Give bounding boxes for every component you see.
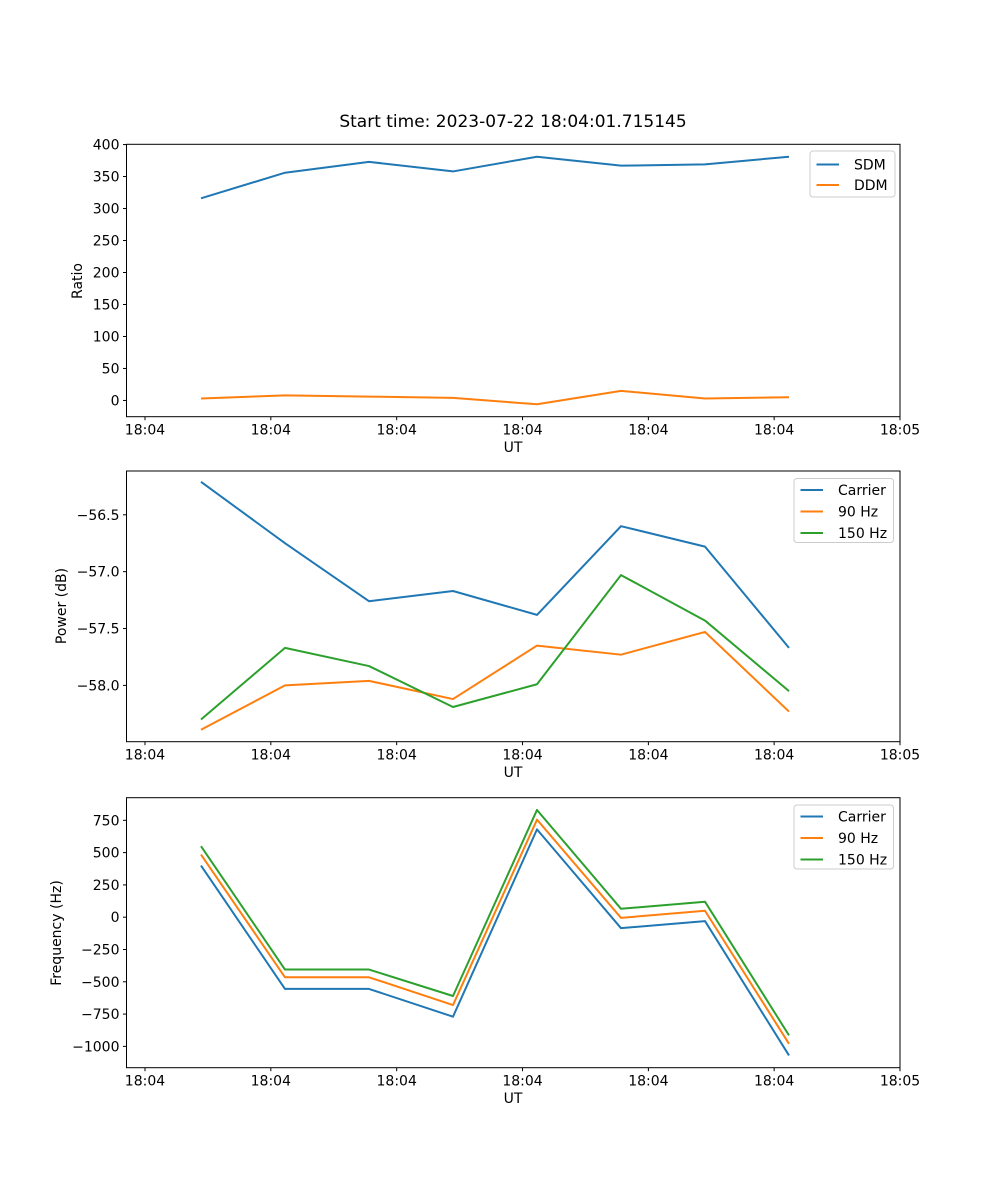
- x-tick-label: 18:04: [377, 748, 417, 764]
- x-tick-label: 18:04: [377, 1074, 417, 1090]
- chart-2: 18:04 18:04 18:04 18:04 18:04 18:04 18:05 750 50…: [72, 797, 920, 1090]
- sdm-legend-label: SDM: [854, 158, 886, 174]
- x-tick-label: 18:04: [251, 1074, 291, 1090]
- ddm-legend-label: DDM: [854, 178, 888, 194]
- x-tick-label: 18:04: [628, 748, 668, 764]
- x-tick-label: 18:04: [502, 423, 542, 439]
- x-tick-label: 18:04: [125, 423, 165, 439]
- carrier-line: [200, 828, 790, 1056]
- x-tick-label: 18:05: [880, 423, 920, 439]
- y-axis-label-ratio: Ratio: [70, 263, 86, 299]
- 150-hz-legend-label: 150 Hz: [838, 853, 887, 869]
- x-tick-label: 18:04: [125, 748, 165, 764]
- x-tick-label: 18:04: [628, 423, 668, 439]
- axes-frame: [126, 470, 901, 743]
- x-tick-label: 18:04: [754, 1074, 794, 1090]
- x-axis-label-ut-middle: UT: [503, 765, 523, 781]
- axes-frame: [126, 143, 901, 418]
- sdm-line: [200, 155, 790, 200]
- 150-hz-line: [200, 808, 790, 1036]
- carrier-line: [200, 480, 790, 649]
- y-tick-label: 400: [93, 138, 120, 154]
- 90-hz-line: [200, 818, 790, 1045]
- y-tick-label: 500: [93, 846, 120, 862]
- y-axis-label-frequency: Frequency (Hz): [49, 880, 65, 986]
- 150-hz-line: [200, 574, 790, 721]
- legend-box: [793, 804, 894, 870]
- figure-title: Start time: 2023-07-22 18:04:01.715145: [339, 112, 687, 132]
- y-tick-label: 0: [111, 910, 120, 926]
- carrier-legend-label: Carrier: [838, 810, 886, 826]
- y-tick-label: −57.5: [77, 622, 120, 638]
- y-tick-label: −250: [81, 942, 119, 958]
- axes-frame: [126, 797, 901, 1069]
- y-tick-label: −750: [81, 1007, 119, 1023]
- y-tick-label: −58.0: [77, 678, 120, 694]
- x-tick-label: 18:04: [377, 423, 417, 439]
- x-axis-label-ut-bottom: UT: [503, 1091, 523, 1107]
- chart-0: 18:04 18:04 18:04 18:04 18:04 18:04 18:05 400 35…: [93, 138, 920, 439]
- carrier-legend-label: Carrier: [838, 483, 886, 499]
- legend-box: [793, 478, 894, 543]
- x-tick-label: 18:04: [125, 1074, 165, 1090]
- y-axis-label-power: Power (dB): [54, 567, 70, 645]
- y-tick-label: 100: [93, 329, 120, 345]
- y-tick-label: −1000: [72, 1039, 119, 1055]
- x-tick-label: 18:04: [502, 748, 542, 764]
- y-tick-label: 750: [93, 813, 120, 829]
- 90-hz-legend-label: 90 Hz: [838, 831, 878, 847]
- y-tick-label: 0: [111, 393, 120, 409]
- x-tick-label: 18:04: [251, 423, 291, 439]
- x-tick-label: 18:04: [251, 748, 291, 764]
- x-tick-label: 18:04: [754, 748, 794, 764]
- 150-hz-legend-label: 150 Hz: [838, 526, 887, 542]
- ddm-line: [200, 389, 790, 406]
- y-tick-label: −56.5: [77, 508, 120, 524]
- x-tick-label: 18:05: [880, 748, 920, 764]
- y-tick-label: 50: [102, 361, 120, 377]
- x-tick-label: 18:04: [502, 1074, 542, 1090]
- 90-hz-line: [200, 630, 790, 731]
- 90-hz-legend-label: 90 Hz: [838, 505, 878, 521]
- x-axis-label-ut-top: UT: [503, 440, 523, 456]
- x-tick-label: 18:04: [754, 423, 794, 439]
- y-tick-label: 250: [93, 234, 120, 250]
- y-tick-label: 350: [93, 170, 120, 186]
- chart-1: 18:04 18:04 18:04 18:04 18:04 18:04 18:05 −56.5…: [77, 470, 920, 764]
- y-tick-label: 250: [93, 878, 120, 894]
- y-tick-label: 200: [93, 266, 120, 282]
- x-tick-label: 18:05: [880, 1074, 920, 1090]
- y-tick-label: 300: [93, 202, 120, 218]
- y-tick-label: 150: [93, 297, 120, 313]
- x-tick-label: 18:04: [628, 1074, 668, 1090]
- y-tick-label: −57.0: [77, 565, 120, 581]
- y-tick-label: −500: [81, 975, 119, 991]
